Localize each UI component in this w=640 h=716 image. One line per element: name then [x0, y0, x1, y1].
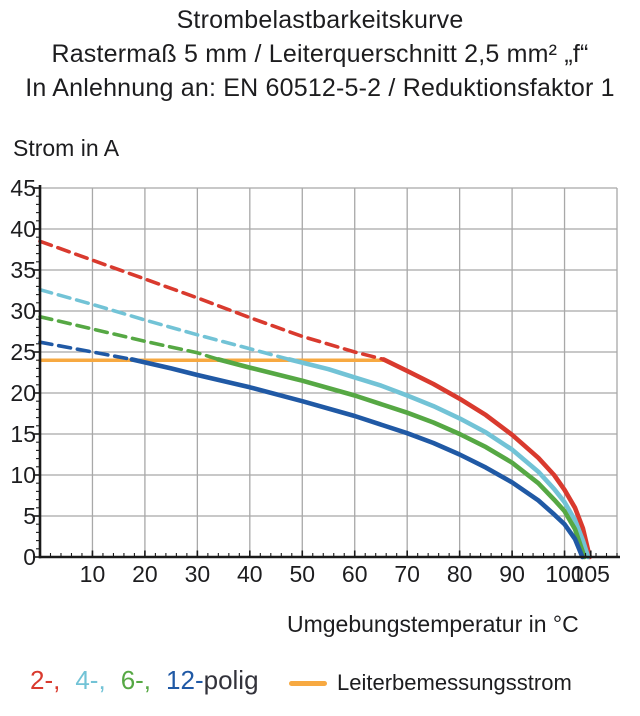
- y-tick-label-10: 10: [10, 462, 36, 488]
- x-tick-label-80: 80: [446, 561, 473, 587]
- y-tick-label-0: 0: [23, 544, 36, 570]
- curve-2-polig-solid: [381, 357, 593, 560]
- x-tick-label-20: 20: [132, 561, 158, 587]
- legend-item-6polig: 6-,: [120, 665, 152, 695]
- curve-4-polig-solid: [286, 357, 591, 560]
- x-tick-label-10: 10: [79, 561, 106, 587]
- legend-item-12polig: 12-: [166, 665, 204, 695]
- y-tick-label-45: 45: [10, 175, 36, 201]
- legend-rated-current: Leiterbemessungsstrom: [289, 670, 572, 696]
- curve-4-polig-dashed: [38, 287, 292, 362]
- x-tick-label-90: 90: [499, 561, 525, 587]
- curve-6-polig-solid: [216, 357, 587, 560]
- legend-polig-suffix: polig: [203, 665, 259, 695]
- x-tick-label-30: 30: [184, 561, 211, 587]
- x-tick-label-100: 100: [545, 561, 584, 587]
- x-tick-label-60: 60: [341, 561, 368, 587]
- y-tick-label-20: 20: [10, 380, 36, 406]
- y-tick-label-5: 5: [23, 503, 36, 529]
- curve-12-polig-dashed: [38, 340, 134, 362]
- y-axis-title: Strom in A: [13, 135, 120, 161]
- curve-6-polig-dashed: [38, 314, 221, 362]
- x-tick-label-50: 50: [289, 561, 316, 587]
- y-tick-label-15: 15: [10, 421, 36, 447]
- legend-item-4polig: 4-,: [75, 665, 106, 695]
- legend-poles: 2-, 4-, 6-, 12-polig: [30, 665, 259, 696]
- x-tick-label-70: 70: [394, 561, 420, 587]
- y-tick-label-25: 25: [10, 339, 36, 365]
- y-tick-label-30: 30: [10, 298, 36, 324]
- y-tick-label-35: 35: [10, 257, 36, 283]
- y-tick-label-40: 40: [10, 216, 36, 242]
- curve-12-polig-solid: [129, 357, 585, 560]
- x-axis-title: Umgebungstemperatur in °C: [287, 611, 579, 637]
- rated-current-line-swatch: [289, 680, 327, 686]
- title-line-3: In Anlehnung an: EN 60512-5-2 / Reduktio…: [25, 74, 615, 102]
- x-tick-label-105: 105: [571, 561, 610, 587]
- legend-item-2polig: 2-,: [30, 665, 61, 695]
- rated-current-label: Leiterbemessungsstrom: [337, 670, 572, 695]
- title-line-2: Rastermaß 5 mm / Leiterquerschnitt 2,5 m…: [51, 40, 589, 68]
- x-tick-label-40: 40: [237, 561, 263, 587]
- title-line-1: Strombelastbarkeitskurve: [176, 6, 464, 34]
- chart-title-block: Strombelastbarkeitskurve Rastermaß 5 mm …: [0, 3, 640, 105]
- curve-2-polig-dashed: [38, 239, 386, 362]
